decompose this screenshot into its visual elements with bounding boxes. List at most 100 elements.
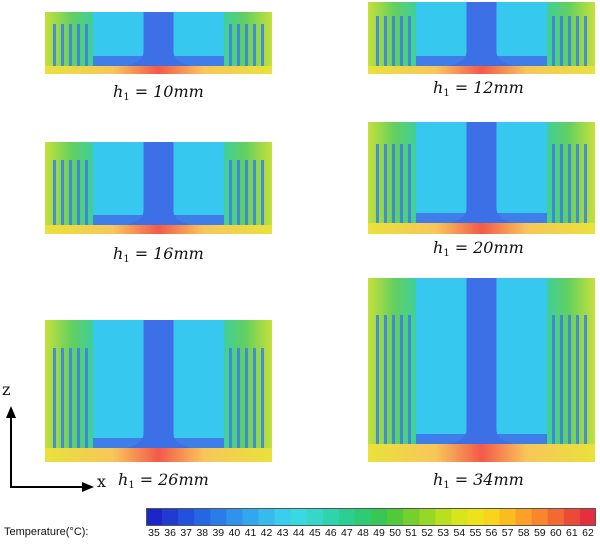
fin-channel: [376, 16, 379, 66]
heated-base: [368, 66, 595, 74]
colorbar-tick-50: 50: [389, 527, 401, 539]
fin-channel: [376, 315, 379, 444]
fin-channel: [384, 16, 387, 66]
colorbar-segment: [306, 508, 324, 526]
fin-channel: [77, 348, 80, 448]
fin-channel: [384, 315, 387, 444]
contour-panel-h1-20mm: [368, 122, 595, 234]
fin-channel: [229, 24, 232, 66]
colorbar-border: [146, 508, 596, 526]
colorbar-tick-38: 38: [196, 527, 209, 539]
colorbar-tick-37: 37: [180, 527, 193, 539]
jet-spread: [125, 211, 192, 225]
fin-channel: [384, 144, 387, 223]
colorbar-tick-42: 42: [260, 527, 273, 539]
fin-channel: [69, 24, 72, 66]
heated-base: [45, 225, 272, 234]
fin-channel: [584, 315, 587, 444]
inlet-jet: [466, 278, 497, 444]
panel-label-h1-12mm: h1 = 12mm: [433, 78, 524, 99]
heated-base: [368, 444, 595, 462]
colorbar-tick-59: 59: [533, 527, 546, 539]
fin-channel: [53, 348, 56, 448]
fin-channel: [560, 16, 563, 66]
colorbar-segment: [162, 508, 179, 526]
x-axis-label: x: [97, 472, 107, 491]
contour-panel-h1-26mm: [45, 320, 272, 462]
colorbar-tick-61: 61: [566, 527, 578, 539]
fin-channel: [400, 16, 403, 66]
colorbar-segment: [338, 508, 356, 526]
fin-channel: [77, 24, 80, 66]
colorbar-segment: [178, 508, 195, 526]
fin-channel: [568, 16, 571, 66]
coordinate-axes: [6, 406, 94, 492]
colorbar-segment: [467, 508, 484, 526]
fin-channel: [400, 315, 403, 444]
colorbar-tick-53: 53: [437, 527, 450, 539]
colorbar-tick-57: 57: [501, 527, 514, 539]
colorbar-segment: [226, 508, 243, 526]
colorbar-segment: [419, 508, 436, 526]
colorbar-tick-62: 62: [582, 527, 594, 539]
jet-spread: [448, 430, 515, 444]
fin-channel: [229, 348, 232, 448]
colorbar-segment: [387, 508, 404, 526]
fin-channel: [392, 315, 395, 444]
temperature-colorbar: [146, 508, 596, 526]
heated-base: [368, 223, 595, 234]
fin-channel: [245, 348, 248, 448]
fin-channel: [376, 144, 379, 223]
colorbar-segment: [515, 508, 533, 526]
contour-panel-h1-16mm: [45, 142, 272, 234]
colorbar-tick-56: 56: [485, 527, 498, 539]
fin-channel: [560, 144, 563, 223]
colorbar-segment: [499, 508, 517, 526]
jet-spread: [448, 52, 515, 66]
colorbar-tick-40: 40: [228, 527, 241, 539]
colorbar-tick-41: 41: [244, 527, 257, 539]
fin-channel: [253, 348, 256, 448]
colorbar-segment: [194, 508, 211, 526]
z-axis-label: z: [2, 380, 11, 399]
fin-channel: [85, 24, 88, 66]
colorbar-segment: [146, 508, 163, 526]
fin-channel: [576, 144, 579, 223]
colorbar-segment: [371, 508, 388, 526]
fin-channel: [576, 16, 579, 66]
colorbar-segment: [210, 508, 227, 526]
colorbar-segment: [483, 508, 500, 526]
panel-label-h1-26mm: h1 = 26mm: [118, 470, 209, 491]
colorbar-tick-55: 55: [469, 527, 482, 539]
colorbar-segment: [579, 508, 596, 526]
fin-channel: [61, 24, 64, 66]
fin-channel: [408, 16, 411, 66]
colorbar-tick-54: 54: [453, 527, 466, 539]
fin-channel: [584, 16, 587, 66]
x-axis-arrowhead: [82, 482, 94, 492]
inlet-jet: [143, 320, 174, 448]
fin-channel: [392, 16, 395, 66]
z-axis-arrowhead: [6, 406, 16, 418]
panel-label-h1-16mm: h1 = 16mm: [113, 244, 204, 265]
contour-panel-h1-12mm: [368, 2, 595, 74]
fin-channel: [560, 315, 563, 444]
fin-channel: [400, 144, 403, 223]
colorbar-tick-49: 49: [373, 527, 385, 539]
fin-channel: [253, 160, 256, 225]
panel-label-h1-34mm: h1 = 34mm: [433, 470, 524, 491]
colorbar-tick-51: 51: [405, 527, 418, 539]
colorbar-segment: [531, 508, 549, 526]
fin-channel: [552, 144, 555, 223]
colorbar-segment: [322, 508, 340, 526]
colorbar-segment: [403, 508, 420, 526]
colorbar-segment: [290, 508, 308, 526]
fin-channel: [53, 160, 56, 225]
fin-channel: [261, 348, 264, 448]
contour-panel-h1-10mm: [45, 12, 272, 74]
fin-channel: [584, 144, 587, 223]
colorbar-segment: [547, 508, 565, 526]
colorbar-segment: [451, 508, 468, 526]
fin-channel: [576, 315, 579, 444]
colorbar-tick-58: 58: [517, 527, 530, 539]
